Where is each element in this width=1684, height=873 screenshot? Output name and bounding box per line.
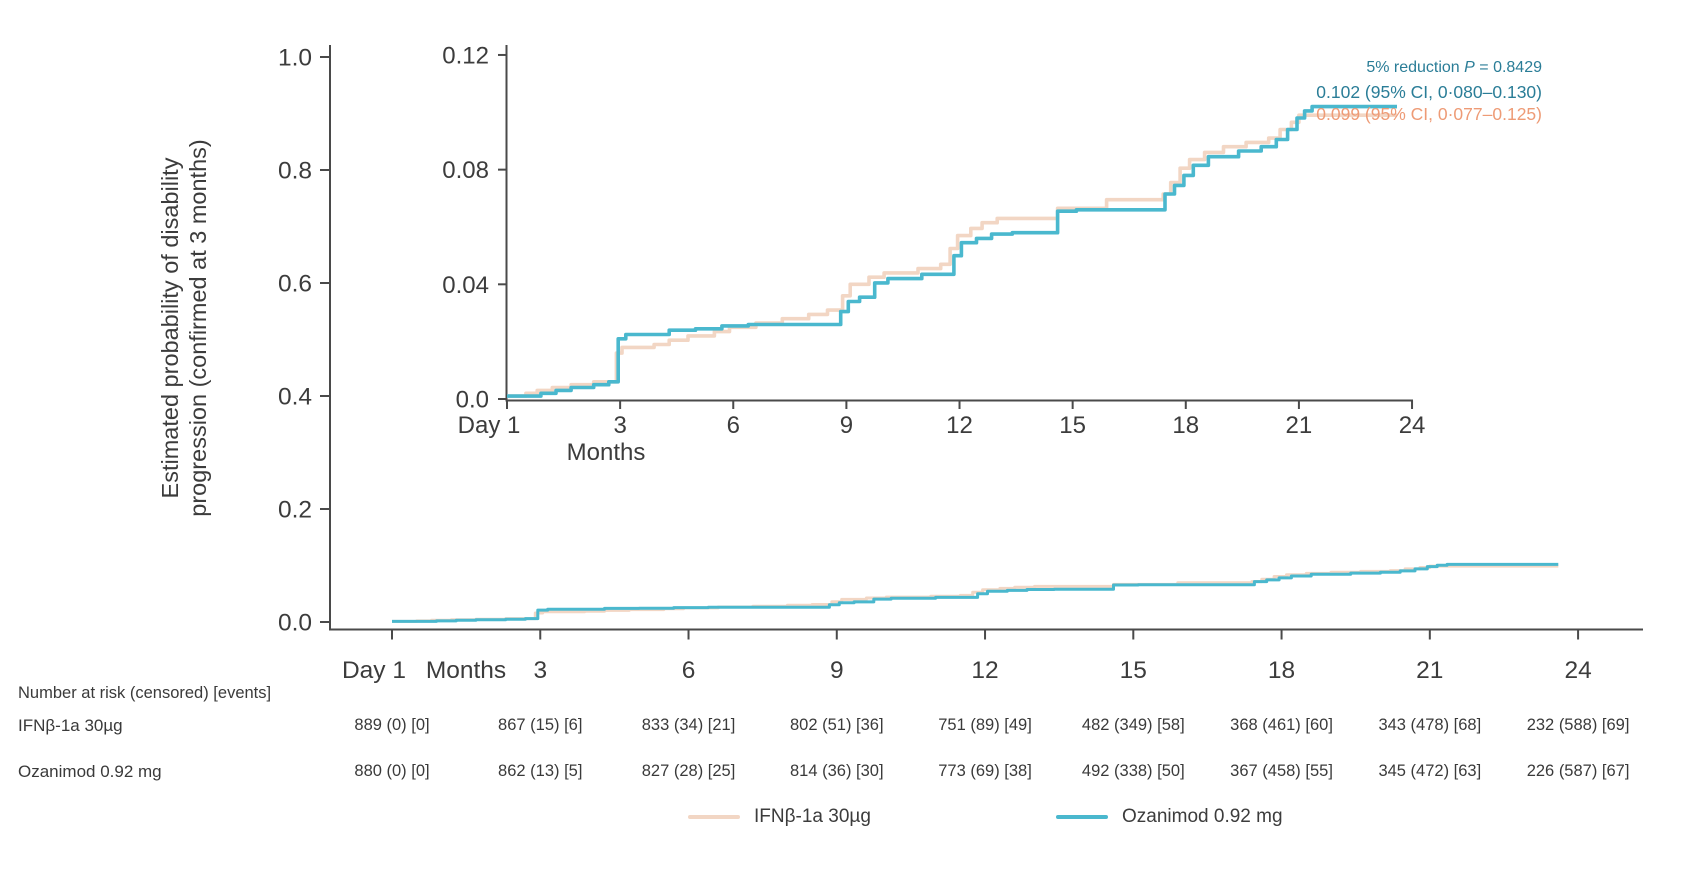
pvalue-annotation-pre: 5% reduction: [1366, 59, 1465, 76]
risk-cell: 751 (89) [49]: [938, 716, 1032, 734]
legend-item-ifn: IFNβ-1a 30µg: [688, 804, 871, 830]
main-y-tick-label: 0.4: [278, 384, 312, 411]
main-x-tick-label: Day 1: [342, 657, 406, 684]
inset-y-tick-label: 0.12: [442, 42, 489, 69]
main-y-tick-label: 0.6: [278, 271, 312, 298]
inset-x-tick-label: 18: [1172, 412, 1199, 439]
y-axis-title: Estimated probability of disability prog…: [156, 48, 214, 608]
pvalue-annotation-post: = 0.8429: [1474, 59, 1542, 76]
main-x-axis-unit-label: Months: [426, 657, 506, 684]
inset-x-tick-label: 9: [840, 412, 853, 439]
inset-x-tick-label: 3: [613, 412, 626, 439]
risk-cell: 345 (472) [63]: [1378, 762, 1482, 780]
inset-x-tick-label: 24: [1399, 412, 1426, 439]
ozanimod-line-swatch-icon: [1056, 815, 1108, 819]
risk-cell: 367 (458) [55]: [1230, 762, 1333, 780]
main-x-tick-label: 3: [533, 657, 547, 684]
risk-cell: 889 (0) [0]: [354, 716, 430, 734]
main-x-tick-label: 18: [1268, 657, 1295, 684]
risk-cell: 862 (13) [5]: [498, 762, 583, 780]
inset-x-tick-label: 12: [946, 412, 973, 439]
risk-cell: 827 (28) [25]: [641, 762, 736, 780]
risk-cell: 833 (34) [21]: [641, 716, 736, 734]
legend-item-ozanimod: Ozanimod 0.92 mg: [1056, 804, 1283, 830]
risk-cell: 492 (338) [50]: [1081, 762, 1185, 780]
inset-x-tick-label: 6: [727, 412, 740, 439]
risk-table-header: Number at risk (censored) [events]: [18, 684, 272, 702]
inset-y-tick-label: 0.08: [442, 157, 489, 184]
risk-cell: 482 (349) [58]: [1081, 716, 1185, 734]
risk-cell: 814 (36) [30]: [789, 762, 884, 780]
risk-cell: 226 (587) [67]: [1526, 762, 1630, 780]
main-x-tick-label: 12: [971, 657, 998, 684]
y-axis-title-line2: progression (confirmed at 3 months): [185, 139, 211, 517]
legend-label-ifn: IFNβ-1a 30µg: [754, 806, 871, 827]
risk-cell: 232 (588) [69]: [1526, 716, 1630, 734]
risk-row-label-ifn: IFNβ-1a 30µg: [18, 716, 123, 735]
inset-x-tick-label: 15: [1059, 412, 1086, 439]
main-x-tick-label: 24: [1564, 657, 1591, 684]
risk-cell: 867 (15) [6]: [498, 716, 583, 734]
main-axes-spines: [329, 45, 1643, 631]
main-y-tick-label: 0.0: [278, 610, 312, 637]
pvalue-annotation: 5% reduction P = 0.8429: [1366, 59, 1542, 77]
ozanimod-curve-inset: [507, 104, 1397, 398]
inset-y-tick-label: 0.04: [442, 272, 489, 299]
inset-x-tick-label: 21: [1286, 412, 1313, 439]
risk-cell: 773 (69) [38]: [938, 762, 1032, 780]
risk-cell: 368 (461) [60]: [1230, 716, 1333, 734]
main-x-tick-label: 9: [830, 657, 844, 684]
inset-x-tick-label: Day 1: [458, 412, 521, 439]
inset-y-tick-label: 0.0: [456, 387, 489, 414]
main-x-tick-label: 15: [1120, 657, 1147, 684]
risk-cell: 880 (0) [0]: [354, 762, 430, 780]
risk-cell: 343 (478) [68]: [1378, 716, 1482, 734]
ifn-curve-inset: [507, 113, 1397, 398]
ozanimod-curve-main: [392, 562, 1559, 623]
ifn-curve-main: [392, 564, 1559, 623]
main-x-tick-label: 21: [1416, 657, 1443, 684]
legend-label-ozanimod: Ozanimod 0.92 mg: [1122, 806, 1283, 827]
y-axis-title-line1: Estimated probability of disability: [157, 157, 183, 499]
main-x-tick-label: 6: [682, 657, 696, 684]
ifn-estimate-annotation: 0.099 (95% CI, 0·077–0.125): [1316, 104, 1542, 124]
risk-cell: 802 (51) [36]: [789, 716, 884, 734]
ifn-line-swatch-icon: [688, 815, 740, 819]
main-y-tick-label: 0.8: [278, 158, 312, 185]
ozanimod-estimate-annotation: 0.102 (95% CI, 0·080–0.130): [1316, 82, 1542, 102]
pvalue-annotation-stat: P: [1464, 59, 1475, 76]
risk-row-label-ozanimod: Ozanimod 0.92 mg: [18, 762, 162, 781]
main-y-tick-label: 0.2: [278, 497, 312, 524]
main-y-tick-label: 1.0: [278, 45, 312, 72]
inset-x-axis-unit-label: Months: [567, 439, 646, 466]
